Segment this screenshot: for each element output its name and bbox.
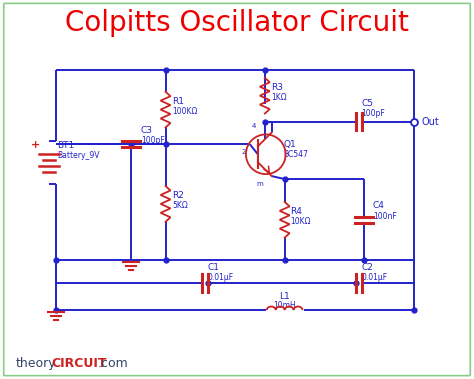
Text: 10KΩ: 10KΩ xyxy=(291,217,311,226)
Text: 1KΩ: 1KΩ xyxy=(271,93,286,102)
Text: 2: 2 xyxy=(242,149,246,155)
Text: 0.01μF: 0.01μF xyxy=(207,273,233,282)
Text: theory: theory xyxy=(16,357,56,370)
Text: C1: C1 xyxy=(207,263,219,272)
Text: C3: C3 xyxy=(141,126,153,135)
Text: +: + xyxy=(31,140,40,150)
Text: Battery_9V: Battery_9V xyxy=(57,151,100,160)
Text: 100pF: 100pF xyxy=(141,136,164,145)
Text: 5KΩ: 5KΩ xyxy=(173,201,188,210)
Text: R3: R3 xyxy=(271,83,283,92)
Text: 4: 4 xyxy=(252,124,256,130)
Text: BT1: BT1 xyxy=(57,141,74,150)
Text: R1: R1 xyxy=(173,97,184,106)
FancyBboxPatch shape xyxy=(4,3,470,376)
Text: BC547: BC547 xyxy=(283,150,309,159)
Text: Colpitts Oscillator Circuit: Colpitts Oscillator Circuit xyxy=(65,9,409,37)
Text: CIRCUIT: CIRCUIT xyxy=(51,357,107,370)
Text: 100nF: 100nF xyxy=(373,212,397,221)
Text: 100pF: 100pF xyxy=(361,109,385,118)
Text: C2: C2 xyxy=(361,263,373,272)
Text: L1: L1 xyxy=(279,292,290,301)
Text: 10mH: 10mH xyxy=(273,301,296,310)
Text: 100KΩ: 100KΩ xyxy=(173,107,198,116)
Text: .com: .com xyxy=(98,357,129,370)
Text: Out: Out xyxy=(422,116,439,127)
Text: 0.01μF: 0.01μF xyxy=(361,273,387,282)
Text: Q1: Q1 xyxy=(283,140,296,149)
Text: m: m xyxy=(256,181,263,187)
Text: C5: C5 xyxy=(361,99,373,108)
Text: R4: R4 xyxy=(291,207,302,216)
Text: R2: R2 xyxy=(173,191,184,200)
Text: C4: C4 xyxy=(373,201,385,210)
